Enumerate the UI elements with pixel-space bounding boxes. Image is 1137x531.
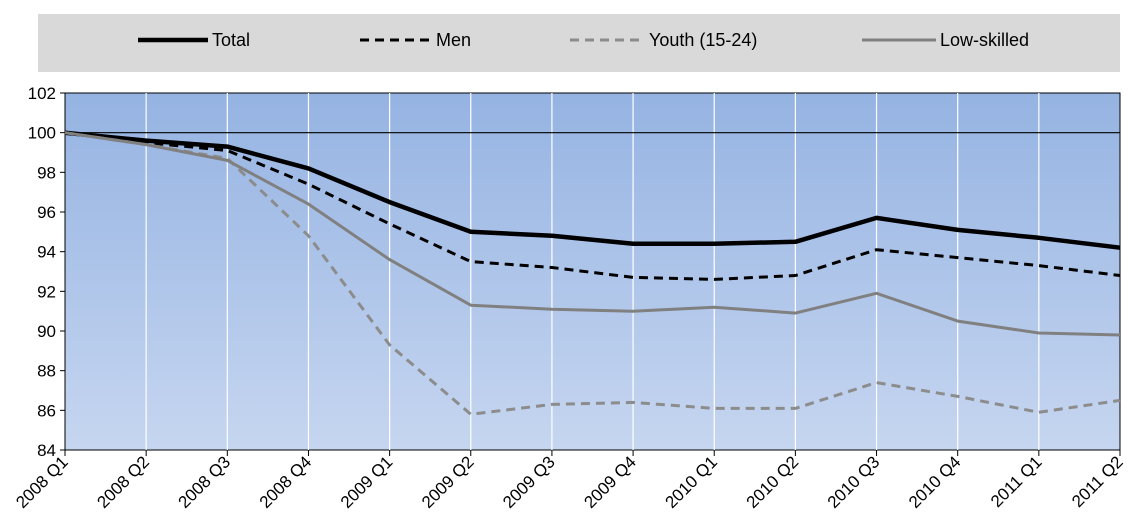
x-tick-label: 2010 Q4 — [905, 452, 965, 512]
legend-label-total: Total — [212, 30, 250, 50]
legend-label-youth: Youth (15-24) — [649, 30, 757, 50]
x-tick-label: 2011 Q1 — [987, 452, 1046, 511]
y-axis: 84 86 88 90 92 94 96 98 100 102 — [28, 84, 65, 460]
series-lines — [64, 130, 1121, 416]
x-tick-label: 2008 Q1 — [12, 452, 72, 512]
x-tick-label: 2008 Q4 — [256, 452, 316, 512]
y-tick-label: 102 — [28, 84, 56, 103]
x-tick-label: 2008 Q2 — [93, 452, 153, 512]
y-tick-label: 90 — [37, 322, 56, 341]
legend-item-men: Men — [360, 30, 471, 50]
x-tick-label: 2008 Q3 — [175, 452, 235, 512]
x-tick-label: 2009 Q2 — [418, 452, 478, 512]
x-tick-label: 2010 Q3 — [824, 452, 884, 512]
series-line-total — [64, 130, 1121, 250]
y-tick-label: 86 — [37, 401, 56, 420]
legend-item-low-skilled: Low-skilled — [862, 30, 1029, 50]
x-tick-label: 2010 Q1 — [661, 452, 721, 512]
y-tick-label: 84 — [37, 441, 56, 460]
legend-background — [38, 14, 1120, 72]
series-line-low-skilled — [64, 131, 1121, 337]
legend-label-low-skilled: Low-skilled — [940, 30, 1029, 50]
legend: Total Men Youth (15-24) Low-skilled — [38, 14, 1120, 72]
x-tick-label: 2010 Q2 — [743, 452, 803, 512]
x-tick-label: 2011 Q2 — [1068, 452, 1127, 511]
x-tick-label: 2009 Q4 — [580, 452, 640, 512]
y-tick-label: 98 — [37, 163, 56, 182]
y-tick-label: 100 — [28, 124, 56, 143]
x-axis: 2008 Q1 2008 Q2 2008 Q3 2008 Q4 2009 Q1 2009 … — [12, 450, 1127, 512]
y-tick-label: 96 — [37, 203, 56, 222]
series-line-youth-15-24 — [64, 131, 1121, 416]
legend-item-youth: Youth (15-24) — [570, 30, 757, 50]
gridlines — [145, 93, 1040, 450]
y-tick-label: 88 — [37, 362, 56, 381]
legend-item-total: Total — [138, 30, 250, 50]
y-tick-label: 94 — [37, 243, 56, 262]
x-tick-label: 2009 Q3 — [499, 452, 559, 512]
legend-label-men: Men — [436, 30, 471, 50]
y-tick-label: 92 — [37, 282, 56, 301]
x-tick-label: 2009 Q1 — [337, 452, 397, 512]
